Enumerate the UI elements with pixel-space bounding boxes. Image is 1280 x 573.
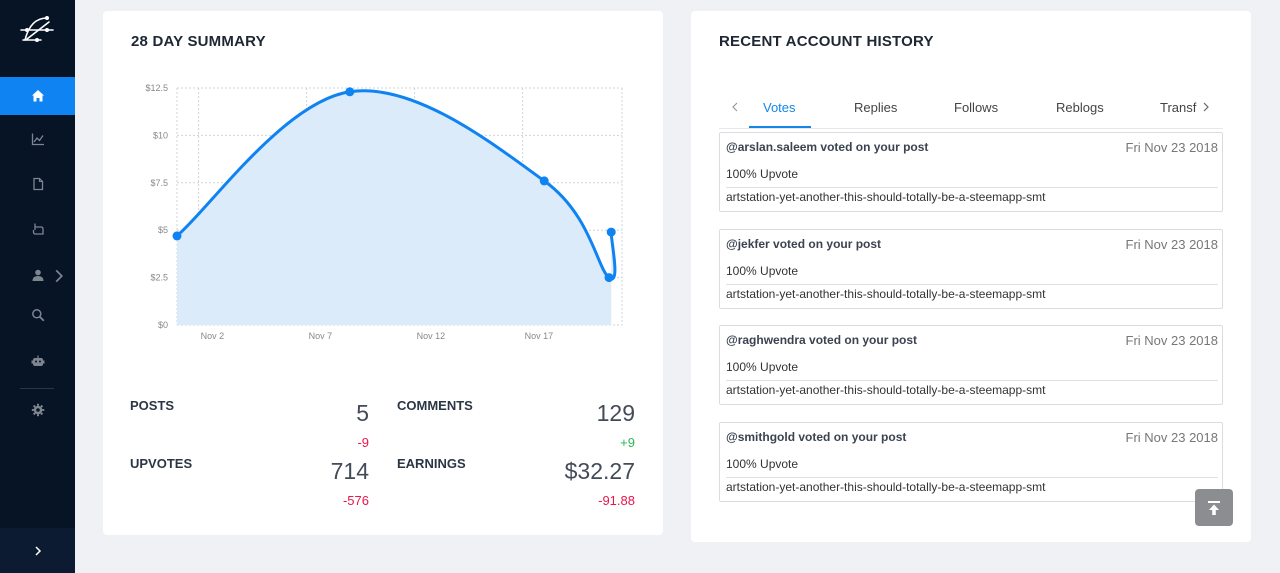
tab-replies[interactable]: Replies [854, 100, 898, 115]
history-card: RECENT ACCOUNT HISTORY Votes Replies Fol… [691, 11, 1251, 542]
chart-point[interactable] [606, 227, 616, 237]
tab-votes[interactable]: Votes [763, 100, 796, 115]
x-tick-label: Nov 17 [525, 331, 554, 341]
sidebar-divider [20, 388, 54, 389]
chart-point[interactable] [539, 176, 549, 186]
home-icon [31, 90, 44, 102]
history-item-date: Fri Nov 23 2018 [1125, 140, 1219, 155]
history-item-title[interactable]: @raghwendra voted on your post [726, 333, 918, 347]
history-item-title[interactable]: @smithgold voted on your post [726, 430, 907, 444]
y-tick-label: $7.5 [150, 178, 168, 188]
nav-stats[interactable] [0, 120, 75, 158]
posts-label: POSTS [130, 398, 175, 413]
summary-title: 28 DAY SUMMARY [131, 33, 266, 50]
y-tick-label: $2.5 [150, 273, 168, 283]
history-item-divider [726, 284, 1218, 285]
nav-explore[interactable] [0, 296, 75, 334]
history-item-vote: 100% Upvote [726, 167, 799, 181]
nav-bots[interactable] [0, 342, 75, 380]
nav-profile[interactable] [0, 256, 75, 294]
history-item-post-link[interactable]: artstation-yet-another-this-should-total… [726, 383, 1046, 397]
history-item-date: Fri Nov 23 2018 [1125, 430, 1219, 445]
upvotes-value: 714 [330, 458, 369, 484]
hand-icon [32, 223, 44, 235]
sidebar-collapse-button[interactable] [0, 528, 75, 573]
posts-delta: -9 [357, 435, 369, 450]
chart-point[interactable] [172, 231, 182, 241]
chart-area [177, 90, 615, 325]
earnings-value: $32.27 [564, 458, 635, 484]
y-tick-label: $12.5 [145, 83, 168, 93]
chart-point[interactable] [604, 273, 614, 283]
tab-reblogs[interactable]: Reblogs [1056, 100, 1104, 115]
tab-transfers[interactable]: Transf [1160, 100, 1197, 115]
y-tick-label: $10 [153, 130, 168, 140]
chart-icon [31, 133, 44, 146]
history-item-vote: 100% Upvote [726, 457, 799, 471]
y-tick-label: $5 [158, 225, 168, 235]
x-tick-label: Nov 7 [309, 331, 333, 341]
summary-chart: $0 $2.5 $5 $7.5 $10 $12.5 Nov 2 Nov 7 Nov 12 Nov… [145, 83, 623, 341]
scroll-to-top-button[interactable] [1195, 489, 1233, 526]
comments-delta: +9 [620, 435, 635, 450]
nav-posts[interactable] [0, 165, 75, 203]
upvotes-label: UPVOTES [130, 456, 193, 471]
document-icon [32, 177, 43, 191]
history-item-date: Fri Nov 23 2018 [1125, 333, 1219, 348]
chevron-left-icon[interactable] [730, 101, 740, 113]
robot-icon [31, 355, 44, 366]
history-item-divider [726, 380, 1218, 381]
history-item-divider [726, 187, 1218, 188]
summary-card: 28 DAY SUMMARY $0 $2.5 $5 $7.5 $10 $12.5 Nov … [103, 11, 663, 535]
y-tick-label: $0 [158, 320, 168, 330]
logo-icon[interactable] [17, 12, 57, 46]
chevron-right-icon[interactable] [1201, 101, 1211, 113]
chart-point[interactable] [345, 87, 355, 97]
history-item-date: Fri Nov 23 2018 [1125, 237, 1219, 252]
posts-value: 5 [356, 400, 369, 426]
user-icon [32, 269, 43, 281]
history-tabs: Votes Replies Follows Reblogs Transf [719, 87, 1223, 129]
history-item-title[interactable]: @jekfer voted on your post [726, 237, 882, 251]
history-item-title[interactable]: @arslan.saleem voted on your post [726, 140, 929, 154]
nav-votes[interactable] [0, 210, 75, 248]
nav-home[interactable] [0, 77, 75, 115]
tab-follows[interactable]: Follows [954, 100, 999, 115]
x-tick-label: Nov 12 [417, 331, 446, 341]
arrow-to-top-icon [1208, 500, 1220, 515]
search-icon [31, 309, 44, 322]
comments-value: 129 [596, 400, 635, 426]
gear-icon [31, 403, 44, 417]
history-item-vote: 100% Upvote [726, 264, 799, 278]
history-item: @arslan.saleem voted on your post Fri No… [719, 132, 1223, 212]
nav-settings[interactable] [0, 391, 75, 429]
history-item-post-link[interactable]: artstation-yet-another-this-should-total… [726, 287, 1046, 301]
history-title: RECENT ACCOUNT HISTORY [719, 33, 934, 50]
history-item: @smithgold voted on your post Fri Nov 23… [719, 422, 1223, 502]
earnings-delta: -91.88 [598, 493, 635, 508]
chevron-right-icon [55, 269, 63, 283]
sidebar [0, 0, 75, 573]
active-tab-indicator [749, 126, 811, 128]
chevron-right-icon [34, 545, 41, 556]
x-tick-label: Nov 2 [201, 331, 225, 341]
earnings-label: EARNINGS [397, 456, 466, 471]
comments-label: COMMENTS [397, 398, 473, 413]
history-item-divider [726, 477, 1218, 478]
history-item: @raghwendra voted on your post Fri Nov 2… [719, 325, 1223, 405]
history-item-post-link[interactable]: artstation-yet-another-this-should-total… [726, 190, 1046, 204]
upvotes-delta: -576 [342, 493, 369, 508]
history-item-post-link[interactable]: artstation-yet-another-this-should-total… [726, 480, 1046, 494]
history-item: @jekfer voted on your post Fri Nov 23 20… [719, 229, 1223, 309]
history-item-vote: 100% Upvote [726, 360, 799, 374]
